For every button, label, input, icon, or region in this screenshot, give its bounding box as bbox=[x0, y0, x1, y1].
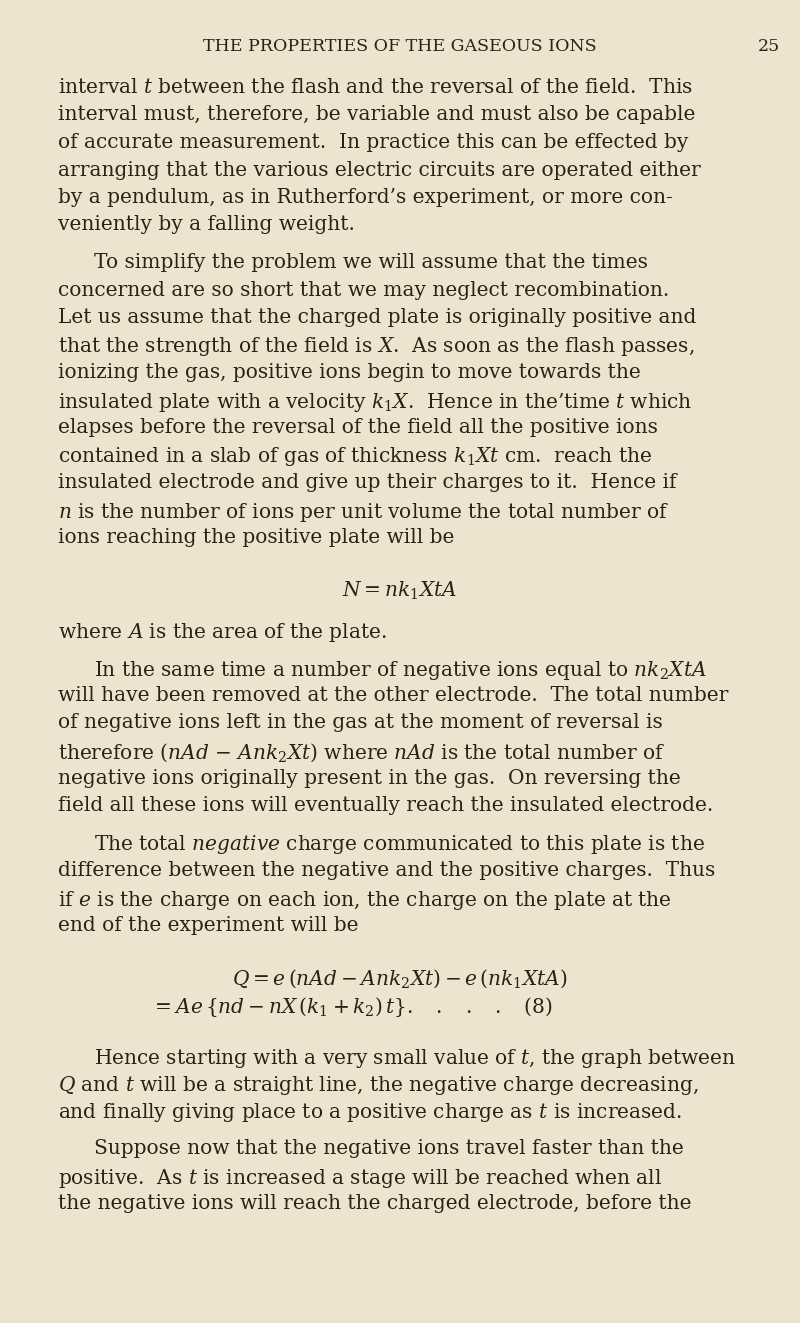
Text: insulated electrode and give up their charges to it.  Hence if: insulated electrode and give up their ch… bbox=[58, 474, 677, 492]
Text: 25: 25 bbox=[758, 38, 780, 56]
Text: $= Ae\,\{nd - nX\,(k_1 + k_2)\,t\}.\quad .\quad .\quad .\quad (8)$: $= Ae\,\{nd - nX\,(k_1 + k_2)\,t\}.\quad… bbox=[151, 995, 553, 1019]
Text: positive.  As $\mathit{t}$ is increased a stage will be reached when all: positive. As $\mathit{t}$ is increased a… bbox=[58, 1167, 662, 1189]
Text: ions reaching the positive plate will be: ions reaching the positive plate will be bbox=[58, 528, 454, 546]
Text: interval must, therefore, be variable and must also be capable: interval must, therefore, be variable an… bbox=[58, 106, 695, 124]
Text: negative ions originally present in the gas.  On reversing the: negative ions originally present in the … bbox=[58, 769, 681, 787]
Text: concerned are so short that we may neglect recombination.: concerned are so short that we may negle… bbox=[58, 280, 670, 299]
Text: contained in a slab of gas of thickness $\mathit{k}$$_1$$\mathit{Xt}$ cm.  reach: contained in a slab of gas of thickness … bbox=[58, 446, 652, 468]
Text: will have been removed at the other electrode.  The total number: will have been removed at the other elec… bbox=[58, 687, 728, 705]
Text: Suppose now that the negative ions travel faster than the: Suppose now that the negative ions trave… bbox=[94, 1139, 684, 1158]
Text: end of the experiment will be: end of the experiment will be bbox=[58, 916, 358, 935]
Text: difference between the negative and the positive charges.  Thus: difference between the negative and the … bbox=[58, 861, 715, 880]
Text: $\mathit{Q}$ and $\mathit{t}$ will be a straight line, the negative charge decre: $\mathit{Q}$ and $\mathit{t}$ will be a … bbox=[58, 1074, 698, 1097]
Text: insulated plate with a velocity $\mathit{k}$$_1$$\mathit{X}$.  Hence in the’time: insulated plate with a velocity $\mathit… bbox=[58, 390, 692, 414]
Text: $\mathit{n}$ is the number of ions per unit volume the total number of: $\mathit{n}$ is the number of ions per u… bbox=[58, 500, 669, 524]
Text: interval $\mathit{t}$ between the flash and the reversal of the field.  This: interval $\mathit{t}$ between the flash … bbox=[58, 78, 693, 97]
Text: of accurate measurement.  In practice this can be effected by: of accurate measurement. In practice thi… bbox=[58, 134, 688, 152]
Text: where $\mathit{A}$ is the area of the plate.: where $\mathit{A}$ is the area of the pl… bbox=[58, 620, 386, 644]
Text: To simplify the problem we will assume that the times: To simplify the problem we will assume t… bbox=[94, 253, 648, 273]
Text: if $\mathit{e}$ is the charge on each ion, the charge on the plate at the: if $\mathit{e}$ is the charge on each io… bbox=[58, 889, 672, 912]
Text: field all these ions will eventually reach the insulated electrode.: field all these ions will eventually rea… bbox=[58, 796, 714, 815]
Text: veniently by a falling weight.: veniently by a falling weight. bbox=[58, 216, 355, 234]
Text: and finally giving place to a positive charge as $\mathit{t}$ is increased.: and finally giving place to a positive c… bbox=[58, 1102, 682, 1125]
Text: by a pendulum, as in Rutherford’s experiment, or more con-: by a pendulum, as in Rutherford’s experi… bbox=[58, 188, 673, 206]
Text: that the strength of the field is $\mathit{X}$.  As soon as the flash passes,: that the strength of the field is $\math… bbox=[58, 336, 694, 359]
Text: The total $\mathit{negative}$ charge communicated to this plate is the: The total $\mathit{negative}$ charge com… bbox=[94, 833, 705, 856]
Text: Hence starting with a very small value of $\mathit{t}$, the graph between: Hence starting with a very small value o… bbox=[94, 1046, 736, 1069]
Text: $N = nk_1XtA$: $N = nk_1XtA$ bbox=[342, 579, 458, 602]
Text: elapses before the reversal of the field all the positive ions: elapses before the reversal of the field… bbox=[58, 418, 658, 437]
Text: In the same time a number of negative ions equal to $\mathit{nk}$$_2$$\mathit{Xt: In the same time a number of negative io… bbox=[94, 659, 706, 681]
Text: arranging that the various electric circuits are operated either: arranging that the various electric circ… bbox=[58, 160, 701, 180]
Text: of negative ions left in the gas at the moment of reversal is: of negative ions left in the gas at the … bbox=[58, 713, 662, 733]
Text: THE PROPERTIES OF THE GASEOUS IONS: THE PROPERTIES OF THE GASEOUS IONS bbox=[203, 38, 597, 56]
Text: the negative ions will reach the charged electrode, before the: the negative ions will reach the charged… bbox=[58, 1193, 691, 1213]
Text: ionizing the gas, positive ions begin to move towards the: ionizing the gas, positive ions begin to… bbox=[58, 363, 641, 382]
Text: Let us assume that the charged plate is originally positive and: Let us assume that the charged plate is … bbox=[58, 308, 696, 327]
Text: $Q = e\,(nAd - Ank_2Xt) - e\,(nk_1XtA)$: $Q = e\,(nAd - Ank_2Xt) - e\,(nk_1XtA)$ bbox=[232, 967, 568, 990]
Text: therefore ($\mathit{nAd}$ − $\mathit{Ank}$$_2$$\mathit{Xt}$) where $\mathit{nAd}: therefore ($\mathit{nAd}$ − $\mathit{Ank… bbox=[58, 741, 665, 763]
